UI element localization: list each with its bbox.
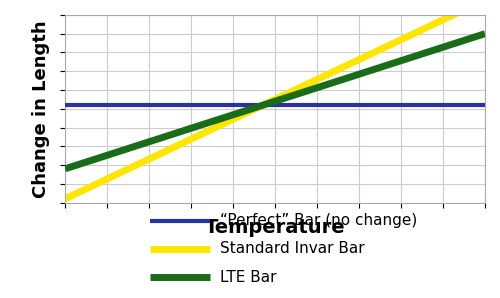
- Text: “Perfect” Bar (no change): “Perfect” Bar (no change): [220, 213, 417, 228]
- Y-axis label: Change in Length: Change in Length: [32, 20, 50, 198]
- X-axis label: Temperature: Temperature: [204, 218, 346, 237]
- Text: Standard Invar Bar: Standard Invar Bar: [220, 241, 364, 256]
- Text: LTE Bar: LTE Bar: [220, 270, 276, 285]
